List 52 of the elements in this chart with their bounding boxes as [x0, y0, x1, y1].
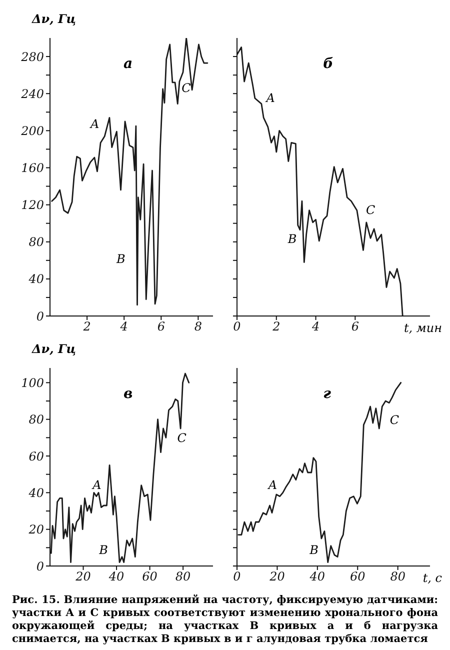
y-tick-label: 200 [20, 124, 44, 138]
x-tick-label: 20 [268, 570, 286, 584]
annotation: C [177, 430, 186, 444]
x-tick-label: 0 [233, 320, 242, 334]
annotation: B [99, 543, 108, 557]
x-tick-label: 40 [108, 570, 125, 584]
annotation: A [268, 478, 278, 492]
x-tick-label: 0 [233, 570, 242, 584]
x-tick-label: 6 [351, 320, 360, 334]
x-tick-label: 4 [310, 320, 320, 334]
annotation: B [288, 232, 297, 246]
y-tick-label: 280 [20, 50, 44, 64]
text: г [323, 386, 331, 402]
x-tick-label: 2 [272, 320, 280, 334]
annotation: A [266, 90, 275, 104]
y-axis-title: Δν, Гц [32, 342, 76, 356]
y-axis-title: Δν, Гц [32, 12, 76, 26]
x-tick-label: 4 [119, 320, 128, 334]
text: в [124, 386, 133, 402]
annotation: B [116, 252, 126, 266]
annotation: B [310, 543, 318, 557]
y-tick-label: 100 [21, 376, 44, 390]
annotation: C [366, 202, 376, 217]
y-tick-label: 120 [21, 198, 44, 212]
annotation: C [390, 413, 400, 427]
annotation: C [182, 80, 191, 95]
x-axis-title: t, мин [402, 321, 442, 335]
x-tick-label: 8 [194, 320, 202, 334]
x-tick-label: 20 [74, 570, 92, 584]
y-tick-label: 60 [28, 449, 44, 464]
x-tick-label: 60 [142, 570, 158, 584]
y-tick-label: 80 [28, 235, 44, 250]
y-tick-label: 80 [28, 412, 44, 427]
annotation: A [90, 116, 100, 131]
y-tick-label: 20 [28, 522, 44, 537]
x-tick-label: 40 [308, 570, 326, 584]
text: Рис. 15. Влияние напряжений на частоту, фиксируемую датчиками: участки A и C кривых соответствуют изменению хронального фона окружающей среды; на участках B кривых а и б нагрузка снимается, на участках B кривых в и г алундовая трубка ломается [11, 593, 439, 646]
y-tick-label: 0 [36, 309, 44, 324]
x-tick-label: 60 [350, 570, 366, 584]
y-tick-label: 0 [36, 559, 44, 574]
annotation: A [92, 478, 102, 492]
x-tick-label: 80 [390, 570, 406, 584]
text: а [124, 56, 133, 72]
text: б [323, 56, 334, 72]
y-tick-label: 40 [28, 272, 44, 286]
y-tick-label: 240 [20, 86, 44, 101]
y-tick-label: 160 [21, 160, 44, 175]
x-tick-label: 2 [82, 320, 91, 334]
x-axis-title: t, с [420, 571, 442, 585]
y-tick-label: 40 [28, 486, 44, 500]
x-tick-label: 80 [175, 570, 192, 584]
x-tick-label: 6 [157, 320, 166, 334]
